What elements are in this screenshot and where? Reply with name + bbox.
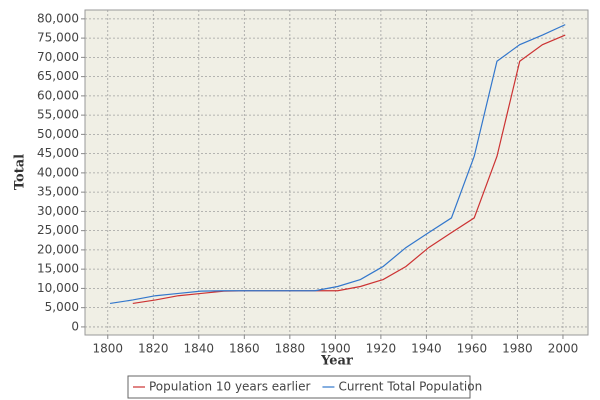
- x-tick-label: 1980: [502, 342, 533, 356]
- x-tick-label: 1840: [184, 342, 215, 356]
- y-tick-label: 15,000: [37, 262, 79, 276]
- y-tick-label: 70,000: [37, 50, 79, 64]
- x-tick-label: 1860: [229, 342, 260, 356]
- legend: Population 10 years earlier Current Total…: [127, 375, 482, 399]
- legend-label: Population 10 years earlier: [149, 380, 311, 394]
- y-axis-title: Total: [13, 154, 28, 190]
- y-tick-label: 30,000: [37, 204, 79, 218]
- x-tick-label: 1940: [411, 342, 442, 356]
- x-axis-title: Year: [320, 354, 353, 369]
- x-tick-label: 1880: [275, 342, 306, 356]
- y-tick-label: 80,000: [37, 11, 79, 25]
- x-tick-label: 1960: [457, 342, 488, 356]
- y-tick-label: 35,000: [37, 185, 79, 199]
- y-tick-label: 10,000: [37, 281, 79, 295]
- y-tick-label: 50,000: [37, 127, 79, 141]
- y-tick-label: 60,000: [37, 88, 79, 102]
- x-tick-label: 2000: [548, 342, 579, 356]
- y-tick-label: 5,000: [45, 300, 79, 314]
- legend-label: Current Total Population: [338, 380, 482, 394]
- y-tick-label: 45,000: [37, 146, 79, 160]
- x-tick-label: 1820: [138, 342, 169, 356]
- x-tick-label: 1800: [92, 342, 123, 356]
- y-tick-label: 75,000: [37, 31, 79, 45]
- y-tick-label: 55,000: [37, 108, 79, 122]
- series-line: [132, 34, 566, 305]
- x-tick-label: 1920: [366, 342, 397, 356]
- y-tick-label: 65,000: [37, 69, 79, 83]
- legend-box: [127, 375, 471, 399]
- x-tick-label: 1900: [320, 342, 351, 356]
- plot-area: [84, 9, 589, 336]
- series-line: [109, 24, 566, 305]
- y-tick-label: 20,000: [37, 242, 79, 256]
- y-tick-label: 25,000: [37, 223, 79, 237]
- y-tick-label: 0: [71, 319, 79, 333]
- y-tick-label: 40,000: [37, 165, 79, 179]
